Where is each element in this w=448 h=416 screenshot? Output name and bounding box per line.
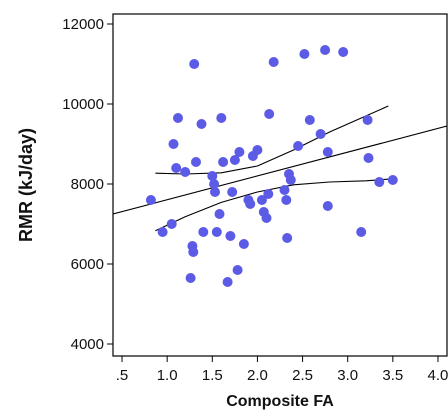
data-point xyxy=(264,109,275,119)
y-tick-label: 10000 xyxy=(62,96,104,113)
data-point xyxy=(238,239,249,249)
ci-upper-line xyxy=(155,105,389,175)
data-point xyxy=(322,201,333,211)
data-point xyxy=(268,57,279,67)
data-point xyxy=(210,187,220,197)
data-point xyxy=(185,273,196,283)
data-point xyxy=(232,265,243,275)
x-tick-label: 4.0 xyxy=(428,367,448,384)
fit-line xyxy=(113,125,447,215)
y-tick-label: 6000 xyxy=(71,256,104,273)
data-point xyxy=(225,231,236,241)
x-tick-label: 3.5 xyxy=(382,367,403,384)
data-point xyxy=(387,175,398,185)
x-axis-title: Composite FA xyxy=(226,393,334,410)
data-point xyxy=(322,147,333,157)
data-point xyxy=(282,233,293,243)
data-point xyxy=(281,195,292,205)
data-point xyxy=(191,157,201,167)
data-point xyxy=(222,277,233,287)
data-point xyxy=(198,227,209,237)
data-point xyxy=(362,115,373,125)
data-point xyxy=(207,171,218,181)
y-axis-ticks: 4000 6000 8000 10000 12000 xyxy=(62,16,113,353)
data-point xyxy=(214,209,225,219)
data-point xyxy=(166,219,177,229)
data-point xyxy=(216,113,227,123)
data-point xyxy=(293,141,304,151)
data-point xyxy=(145,195,156,205)
data-point xyxy=(188,247,199,257)
data-point xyxy=(180,167,191,177)
data-point xyxy=(279,185,290,195)
x-tick-label: 1.0 xyxy=(157,367,178,384)
data-point xyxy=(320,45,331,55)
data-point xyxy=(263,189,274,199)
data-point xyxy=(356,227,367,237)
plot-frame xyxy=(112,13,448,357)
y-tick-label: 8000 xyxy=(71,176,104,193)
data-point xyxy=(304,115,315,125)
data-point xyxy=(234,147,245,157)
data-point xyxy=(211,227,222,237)
data-point xyxy=(218,157,229,167)
x-tick-label: 2.0 xyxy=(247,367,268,384)
data-point xyxy=(252,145,263,155)
data-point xyxy=(209,179,220,189)
y-tick-label: 4000 xyxy=(71,336,104,353)
x-tick-label: 1.5 xyxy=(202,367,223,384)
data-point xyxy=(189,59,200,69)
data-point xyxy=(363,153,374,163)
data-point xyxy=(196,119,207,129)
data-points xyxy=(145,45,398,287)
data-point xyxy=(261,213,272,223)
data-point xyxy=(256,195,267,205)
x-axis-ticks: .5 1.0 1.5 2.0 2.5 3.0 3.5 4.0 xyxy=(116,356,448,384)
data-point xyxy=(299,49,310,59)
x-tick-label: 2.5 xyxy=(292,367,313,384)
data-point xyxy=(315,129,326,139)
data-point xyxy=(173,113,183,123)
data-point xyxy=(168,139,179,149)
data-point xyxy=(338,47,349,57)
data-point xyxy=(227,187,238,197)
regression-lines xyxy=(113,105,447,232)
x-tick-label: 3.0 xyxy=(337,367,358,384)
data-point xyxy=(285,175,296,185)
data-point xyxy=(229,155,240,165)
ci-lower-line xyxy=(155,178,389,232)
y-axis-title: RMR (kJ/day) xyxy=(16,128,36,242)
data-point xyxy=(157,227,168,237)
x-tick-label: .5 xyxy=(116,367,129,384)
y-tick-label: 12000 xyxy=(62,16,104,33)
data-point xyxy=(171,163,182,173)
data-point xyxy=(245,199,256,209)
data-point xyxy=(374,177,385,187)
